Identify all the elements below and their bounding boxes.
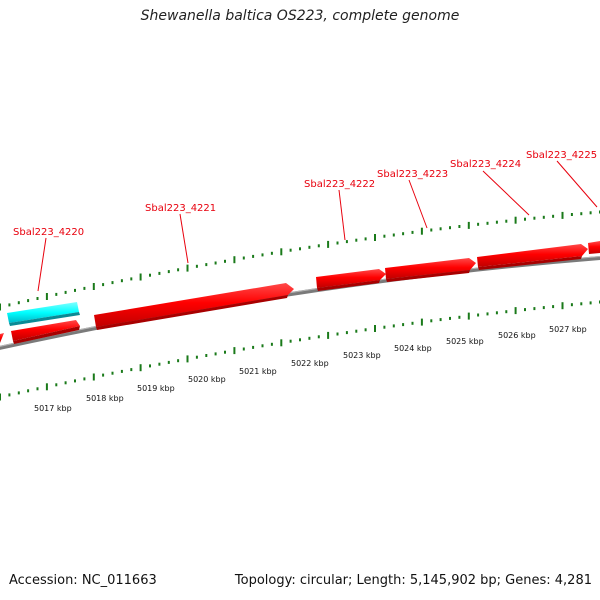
gene-label-sbal223-4224[interactable]: Sbal223_4224 <box>450 159 521 170</box>
lower-tick-ring <box>0 300 600 401</box>
leader-line-sbal223-4221 <box>179 213 189 264</box>
leader-line-sbal223-4223 <box>408 179 428 229</box>
scale-label: 5023 kbp <box>343 351 381 360</box>
cds-arrow-sbal223-4224[interactable] <box>477 244 588 270</box>
leader-line-sbal223-4224 <box>482 170 530 216</box>
gene-label-sbal223-4222[interactable]: Sbal223_4222 <box>304 179 375 190</box>
scale-label: 5017 kbp <box>34 404 72 413</box>
cds-arrow-sbal223-4222[interactable] <box>316 269 386 291</box>
gene-label-sbal223-4220[interactable]: Sbal223_4220 <box>13 227 84 238</box>
upper-tick-ring <box>0 210 600 311</box>
cds-arrow-sbal223-4220[interactable] <box>11 320 80 344</box>
scale-label: 5022 kbp <box>291 359 329 368</box>
scale-label: 5020 kbp <box>188 375 226 384</box>
scale-label: 5026 kbp <box>498 331 536 340</box>
leader-lines <box>37 160 598 292</box>
feature-cyan[interactable] <box>7 302 80 326</box>
map-title: Shewanella baltica OS223, complete genom… <box>140 8 460 24</box>
gene-label-sbal223-4225[interactable]: Sbal223_4225 <box>526 150 597 161</box>
scale-label: 5027 kbp <box>549 325 587 334</box>
cds-arrow-sbal223-4223[interactable] <box>385 258 476 282</box>
gene-label-sbal223-4221[interactable]: Sbal223_4221 <box>145 203 216 214</box>
scale-label: 5024 kbp <box>394 344 432 353</box>
scale-label: 5018 kbp <box>86 394 124 403</box>
scale-label: 5025 kbp <box>446 337 484 346</box>
scale-label: 5019 kbp <box>137 384 175 393</box>
accession-text: Accession: NC_011663 <box>9 573 157 588</box>
leader-line-sbal223-4220 <box>37 237 47 292</box>
cds-arrow-sbal223-4225[interactable] <box>588 241 600 254</box>
cds-arrow-sbal223-4221[interactable] <box>94 283 294 330</box>
leader-line-sbal223-4225 <box>556 160 598 208</box>
gene-label-sbal223-4223[interactable]: Sbal223_4223 <box>377 169 448 180</box>
leader-line-sbal223-4222 <box>338 189 346 241</box>
scale-label: 5021 kbp <box>239 367 277 376</box>
genome-summary-text: Topology: circular; Length: 5,145,902 bp… <box>234 573 592 588</box>
cds-arrow-left-edge[interactable] <box>0 333 4 343</box>
